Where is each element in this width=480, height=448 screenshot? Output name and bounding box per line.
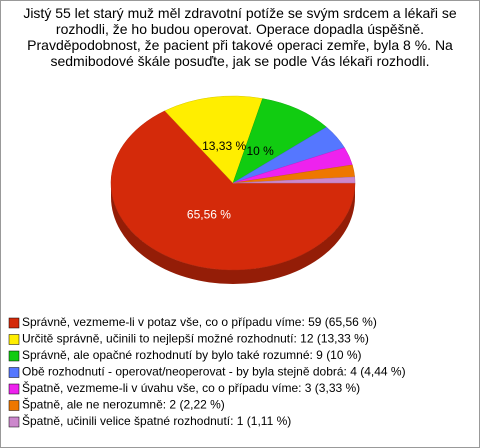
legend-swatch — [8, 334, 20, 345]
legend-label: Obě rozhodnutí - operovat/neoperovat - b… — [22, 365, 406, 379]
legend-label: Špatně, ale ne nerozumně: 2 (2,22 %) — [22, 397, 225, 412]
value-label: 10 % — [246, 144, 274, 158]
legend-label: Špatně, vezmeme-li v úvahu vše, co o pří… — [22, 380, 360, 395]
legend-swatch — [8, 416, 20, 428]
legend-swatch — [8, 317, 20, 329]
legend-label: Špatně, učinili velice špatné rozhodnutí… — [22, 413, 291, 428]
chart-title: Jistý 55 let starý muž měl zdravotní pot… — [23, 5, 457, 69]
legend-swatch — [8, 400, 20, 411]
pie-slice — [232, 176, 356, 184]
legend-swatch — [8, 367, 20, 378]
legend-label: Určitě správně, učinili to nejlepší možn… — [22, 332, 369, 346]
pie-slice — [110, 110, 356, 271]
value-label: 65,56 % — [187, 207, 231, 221]
legend-label: Správně, ale opačné rozhodnutí by bylo t… — [22, 348, 362, 362]
pie-slice — [164, 95, 263, 184]
legend-label: Správně, vezmeme-li v potaz vše, co o př… — [22, 315, 377, 329]
legend-swatch — [8, 350, 20, 362]
pie-side — [111, 183, 355, 284]
pie-slice — [232, 98, 327, 184]
legend-swatch — [8, 383, 20, 395]
value-label: 13,33 % — [202, 139, 246, 153]
